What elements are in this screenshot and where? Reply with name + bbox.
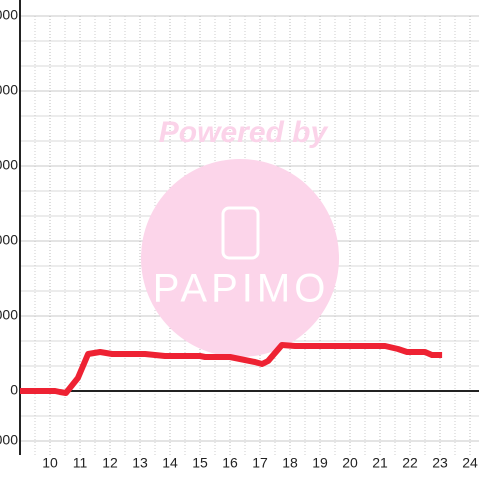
x-tick-label: 14 bbox=[162, 455, 178, 471]
x-tick-label: 21 bbox=[372, 455, 388, 471]
x-tick-label: 12 bbox=[102, 455, 118, 471]
y-tick-label: 30,000 bbox=[0, 307, 18, 323]
x-tick-label: 10 bbox=[42, 455, 58, 471]
x-tick-label: 22 bbox=[402, 455, 418, 471]
y-tick-label: 90,000 bbox=[0, 157, 18, 173]
x-tick-label: 11 bbox=[73, 455, 88, 471]
watermark-logo: PAPIMO bbox=[153, 267, 330, 311]
watermark-phone bbox=[221, 206, 260, 260]
data-line bbox=[20, 342, 443, 396]
y-tick-label: 120,000 bbox=[0, 82, 18, 98]
x-tick-label: 19 bbox=[312, 455, 328, 471]
x-tick-label: 16 bbox=[222, 455, 238, 471]
x-tick-label: 20 bbox=[342, 455, 358, 471]
x-tick-label: 23 bbox=[432, 455, 448, 471]
x-tick-label: 17 bbox=[252, 455, 268, 471]
y-tick-label: -20,000 bbox=[0, 432, 18, 448]
y-tick-label: 0 bbox=[10, 382, 18, 398]
x-tick-label: 15 bbox=[192, 455, 208, 471]
x-tick-label: 18 bbox=[282, 455, 298, 471]
y-tick-label: 60,000 bbox=[0, 232, 18, 248]
x-tick-label: 24 bbox=[462, 455, 478, 471]
y-tick-label: 150,000 bbox=[0, 7, 18, 23]
watermark-text: Powered by bbox=[159, 116, 329, 149]
x-tick-label: 13 bbox=[132, 455, 148, 471]
